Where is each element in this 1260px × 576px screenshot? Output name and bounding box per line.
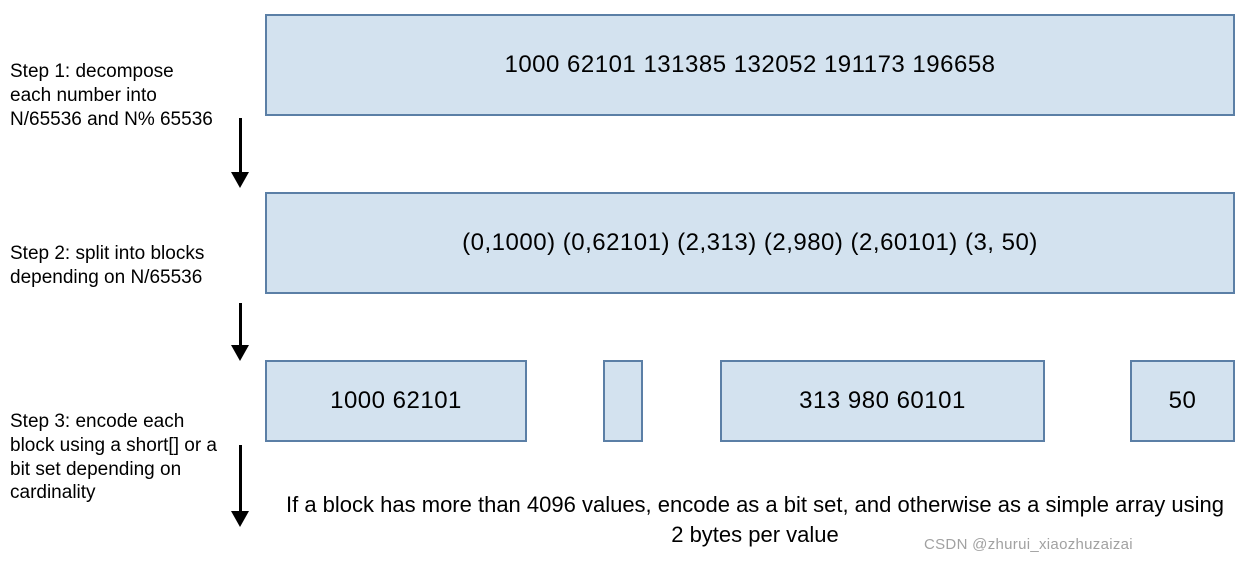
pairs-box: (0,1000) (0,62101) (2,313) (2,980) (2,60…: [265, 192, 1235, 294]
step2-label: Step 2: split into blocks depending on N…: [10, 242, 220, 290]
arrow3-stem: [239, 445, 242, 513]
block2-text: 313 980 60101: [799, 387, 966, 415]
arrow2-stem: [239, 303, 242, 347]
block2-box: 313 980 60101: [720, 360, 1045, 442]
step1-label: Step 1: decompose each number into N/655…: [10, 60, 220, 131]
diagram-canvas: Step 1: decompose each number into N/655…: [0, 0, 1260, 576]
block3-box: 50: [1130, 360, 1235, 442]
arrow1-stem: [239, 118, 242, 174]
watermark: CSDN @zhurui_xiaozhuzaizai: [924, 536, 1133, 553]
step3-label: Step 3: encode each block using a short[…: [10, 410, 220, 505]
arrow3-head: [231, 511, 249, 527]
input-numbers-box: 1000 62101 131385 132052 191173 196658: [265, 14, 1235, 116]
input-numbers-text: 1000 62101 131385 132052 191173 196658: [504, 51, 995, 79]
block0-box: 1000 62101: [265, 360, 527, 442]
block3-text: 50: [1169, 387, 1197, 415]
pairs-text: (0,1000) (0,62101) (2,313) (2,980) (2,60…: [462, 229, 1038, 257]
block0-text: 1000 62101: [330, 387, 462, 415]
arrow2-head: [231, 345, 249, 361]
block1-box: [603, 360, 643, 442]
arrow1-head: [231, 172, 249, 188]
